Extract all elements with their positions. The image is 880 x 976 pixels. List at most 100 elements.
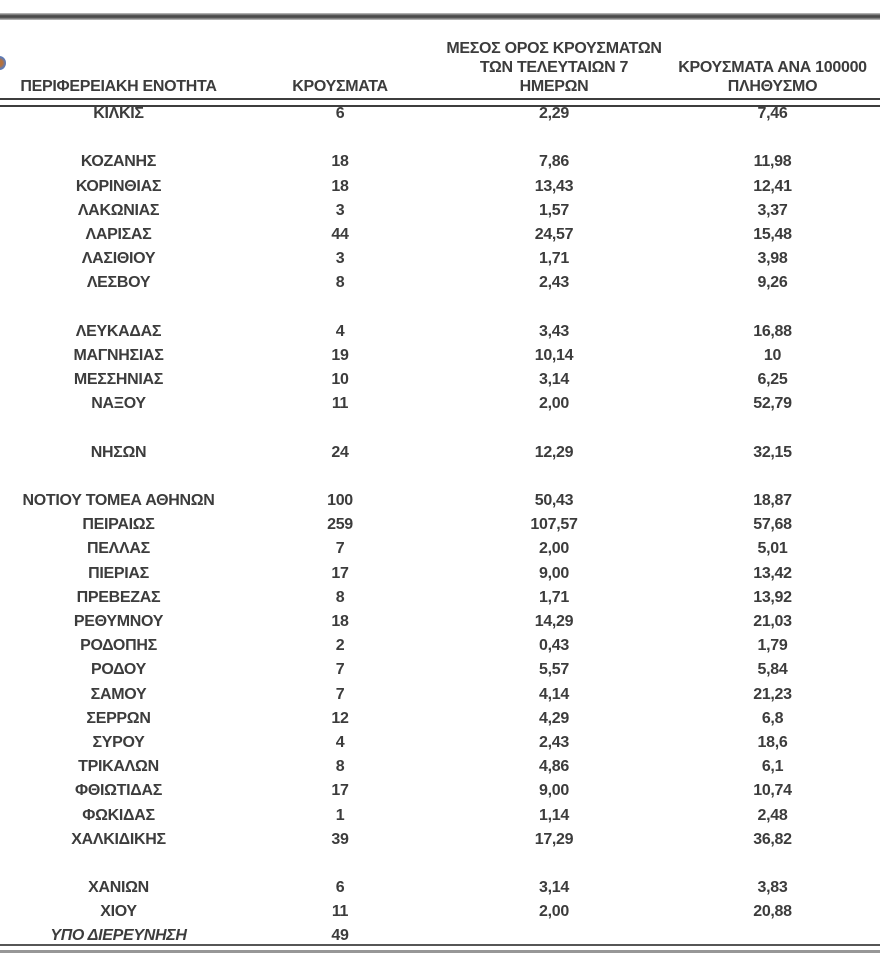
region-cell: ΜΑΓΝΗΣΙΑΣ [73, 346, 164, 364]
avg7-cell: 2,29 [539, 105, 569, 123]
region-cell: ΣΥΡΟΥ [92, 733, 145, 751]
region-cell: ΛΑΡΙΣΑΣ [85, 226, 152, 244]
cases-cell: 1 [335, 806, 345, 824]
cases-cell: 39 [331, 830, 349, 848]
per100k-cell: 32,15 [753, 443, 792, 461]
header-cases-label: ΚΡΟΥΣΜΑΤΑ [292, 78, 388, 95]
region-cell: ΠΕΛΛΑΣ [87, 540, 150, 558]
cases-cell: 3 [335, 201, 345, 219]
cases-cell: 11 [331, 903, 349, 921]
cases-cell: 6 [335, 105, 345, 123]
avg7-cell: 10,14 [534, 346, 574, 364]
region-cell: ΣΑΜΟΥ [90, 685, 147, 703]
per100k-cell: 52,79 [753, 395, 792, 413]
cases-cell: 4 [335, 733, 345, 751]
avg7-cell: 2,00 [539, 540, 569, 558]
region-cell: ΠΡΕΒΕΖΑΣ [76, 588, 161, 606]
region-cell: ΠΙΕΡΙΑΣ [88, 564, 149, 582]
table-row: ΣΥΡΟΥ 4 2,43 18,6 [0, 731, 880, 755]
header-region: ΠΕΡΙΦΕΡΕΙΑΚΗ ΕΝΟΤΗΤΑ [0, 77, 237, 96]
header-per100k: ΚΡΟΥΣΜΑΤΑ ΑΝΑ 100000 ΠΛΗΘΥΣΜΟ [665, 58, 880, 96]
table-row: ΦΘΙΩΤΙΔΑΣ 17 9,00 10,74 [0, 779, 880, 803]
cases-cell: 18 [331, 177, 349, 195]
per100k-cell: 20,88 [753, 903, 792, 921]
cases-cell: 49 [331, 927, 349, 945]
avg7-cell: 24,57 [534, 226, 574, 244]
table-row: ΛΑΣΙΘΙΟΥ 3 1,71 3,98 [0, 247, 880, 271]
header-region-label: ΠΕΡΙΦΕΡΕΙΑΚΗ ΕΝΟΤΗΤΑ [20, 78, 217, 95]
region-cell: ΧΙΟΥ [100, 903, 137, 921]
avg7-cell: 0,43 [539, 637, 569, 655]
table-row: ΛΕΥΚΑΔΑΣ 4 3,43 16,88 [0, 320, 880, 344]
table-row-spacer [0, 852, 880, 876]
per100k-cell: 18,6 [757, 733, 788, 751]
table-row: ΡΕΘΥΜΝΟΥ 18 14,29 21,03 [0, 610, 880, 634]
table-row-spacer [0, 416, 880, 440]
cases-cell: 17 [331, 564, 349, 582]
region-cell: ΥΠΟ ΔΙΕΡΕΥΝΗΣΗ [50, 927, 187, 945]
header-per100k-line2: ΠΛΗΘΥΣΜΟ [727, 78, 818, 95]
avg7-cell: 2,00 [539, 395, 569, 413]
cases-cell: 18 [331, 613, 349, 631]
cases-cell: 10 [331, 371, 349, 389]
per100k-cell: 10 [763, 346, 782, 364]
region-cell: ΦΩΚΙΔΑΣ [82, 806, 155, 824]
header-cases: ΚΡΟΥΣΜΑΤΑ [237, 77, 443, 96]
region-cell: ΦΘΙΩΤΙΔΑΣ [74, 782, 163, 800]
cases-cell: 11 [331, 395, 349, 413]
avg7-cell: 1,14 [539, 806, 569, 824]
per100k-cell: 2,48 [757, 806, 788, 824]
bottom-rule [0, 944, 880, 953]
cases-cell: 7 [335, 685, 345, 703]
per100k-cell: 16,88 [753, 322, 792, 340]
table-row: ΠΡΕΒΕΖΑΣ 8 1,71 13,92 [0, 586, 880, 610]
header-avg7-line2: ΤΩΝ ΤΕΛΕΥΤΑΙΩΝ 7 [479, 59, 629, 76]
region-cell: ΤΡΙΚΑΛΩΝ [78, 758, 159, 776]
per100k-cell: 6,8 [761, 709, 784, 727]
per100k-cell: 1,79 [757, 637, 788, 655]
header-separator-rule [0, 98, 880, 107]
table-row: ΧΑΝΙΩΝ 6 3,14 3,83 [0, 876, 880, 900]
region-cell: ΛΕΣΒΟΥ [86, 274, 151, 292]
avg7-cell: 5,57 [539, 661, 569, 679]
per100k-cell: 6,1 [761, 758, 784, 776]
avg7-cell: 2,00 [539, 903, 569, 921]
header-avg7: ΜΕΣΟΣ ΟΡΟΣ ΚΡΟΥΣΜΑΤΩΝ ΤΩΝ ΤΕΛΕΥΤΑΙΩΝ 7 Η… [443, 39, 665, 96]
per100k-cell: 6,25 [757, 371, 788, 389]
avg7-cell: 4,86 [539, 758, 569, 776]
table-row: ΛΕΣΒΟΥ 8 2,43 9,26 [0, 271, 880, 295]
table-row: ΜΑΓΝΗΣΙΑΣ 19 10,14 10 [0, 344, 880, 368]
top-rule [0, 13, 880, 20]
table-row: ΣΕΡΡΩΝ 12 4,29 6,8 [0, 707, 880, 731]
cases-cell: 100 [327, 492, 353, 510]
region-cell: ΡΟΔΟΠΗΣ [80, 637, 157, 655]
table-row: ΚΟΡΙΝΘΙΑΣ 18 13,43 12,41 [0, 175, 880, 199]
per100k-cell: 3,37 [757, 201, 788, 219]
avg7-cell: 2,43 [539, 274, 569, 292]
per100k-cell: 13,42 [753, 564, 792, 582]
per100k-cell: 5,84 [757, 661, 788, 679]
cases-cell: 17 [331, 782, 349, 800]
cases-cell: 7 [335, 540, 345, 558]
cases-cell: 44 [331, 226, 349, 244]
table-row: ΝΗΣΩΝ 24 12,29 32,15 [0, 441, 880, 465]
region-cell: ΣΕΡΡΩΝ [86, 709, 151, 727]
region-cell: ΜΕΣΣΗΝΙΑΣ [73, 371, 164, 389]
avg7-cell: 1,57 [539, 201, 569, 219]
avg7-cell: 2,43 [539, 733, 569, 751]
table-row: ΚΙΛΚΙΣ 6 2,29 7,46 [0, 102, 880, 126]
cases-cell: 259 [327, 516, 353, 534]
region-cell: ΛΑΚΩΝΙΑΣ [77, 201, 160, 219]
cases-cell: 8 [335, 274, 345, 292]
per100k-cell: 15,48 [753, 226, 792, 244]
region-cell: ΝΑΞΟΥ [91, 395, 146, 413]
per100k-cell: 9,26 [757, 274, 788, 292]
region-cell: ΛΕΥΚΑΔΑΣ [75, 322, 162, 340]
table-row: ΤΡΙΚΑΛΩΝ 8 4,86 6,1 [0, 755, 880, 779]
cases-cell: 7 [335, 661, 345, 679]
table-row: ΛΑΚΩΝΙΑΣ 3 1,57 3,37 [0, 199, 880, 223]
per100k-cell: 21,03 [753, 613, 792, 631]
per100k-cell: 36,82 [753, 830, 792, 848]
table-row: ΝΟΤΙΟΥ ΤΟΜΕΑ ΑΘΗΝΩΝ 100 50,43 18,87 [0, 489, 880, 513]
